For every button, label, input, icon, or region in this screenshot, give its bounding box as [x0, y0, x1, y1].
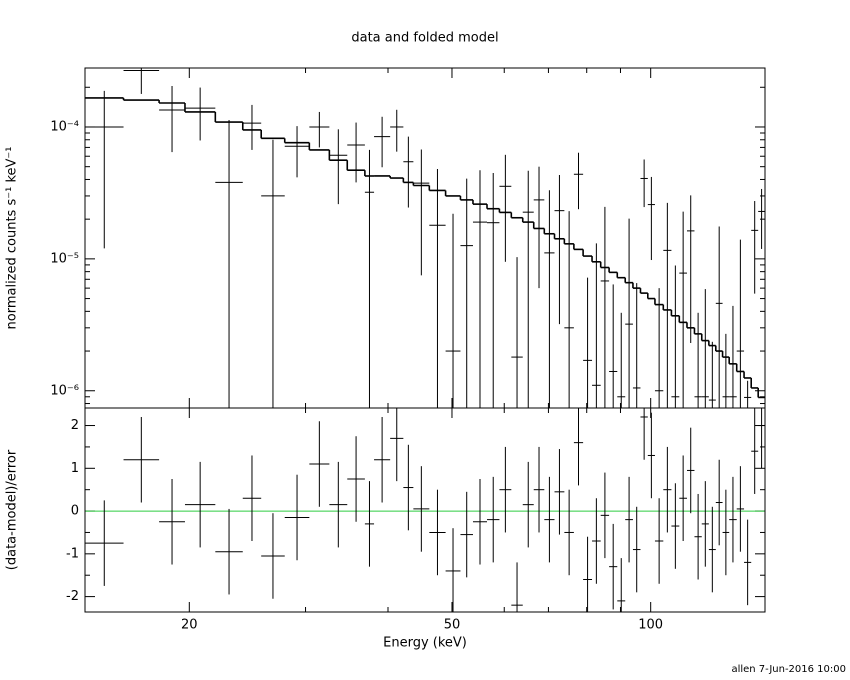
y-tick-label: -1 [66, 546, 79, 561]
y-tick-label: -2 [66, 589, 79, 604]
y-tick-label: 2 [71, 418, 79, 433]
panel-frame [84, 67, 766, 409]
y-axis-label: normalized counts s⁻¹ keV⁻¹ [5, 147, 20, 330]
x-tick-label: 100 [638, 618, 663, 633]
y-tick-label: 0 [71, 504, 79, 519]
y-axis-label: (data-model)/error [5, 449, 20, 570]
x-tick-label: 50 [444, 618, 461, 633]
y-tick-label: 10⁻⁴ [50, 119, 79, 134]
x-axis-label: Energy (keV) [383, 636, 467, 651]
panel-frame [84, 407, 766, 613]
y-tick-label: 1 [71, 461, 79, 476]
chart-title: data and folded model [351, 31, 498, 46]
x-tick-label: 20 [181, 618, 198, 633]
footer: allen 7-Jun-2016 10:00 [731, 664, 846, 675]
plot-area [85, 408, 765, 612]
y-tick-label: 10⁻⁶ [50, 383, 79, 398]
y-tick-label: 10⁻⁵ [50, 251, 79, 266]
plot-area [85, 68, 765, 408]
